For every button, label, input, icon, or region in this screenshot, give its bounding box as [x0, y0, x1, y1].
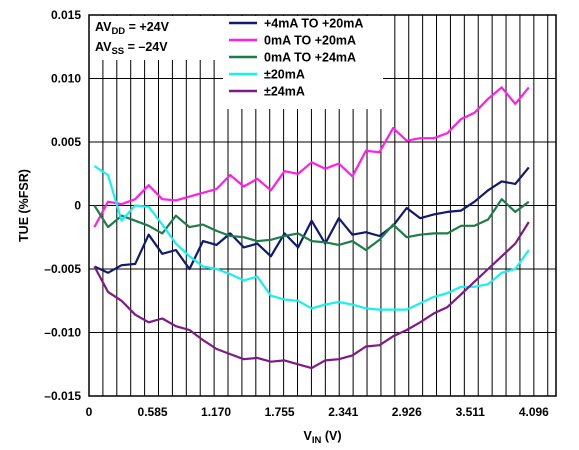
x-tick-label: 1.755: [265, 405, 295, 419]
legend-label-2: 0mA TO +24mA: [264, 51, 356, 65]
x-tick-label: 3.511: [456, 405, 486, 419]
x-tick-label: 0.585: [138, 405, 168, 419]
legend: +4mA TO +20mA 0mA TO +20mA 0mA TO +24mA ±20…: [223, 16, 383, 109]
y-tick-label: –0.005: [44, 262, 81, 276]
series-line-0: [93, 166, 530, 274]
y-tick-label: 0.015: [51, 8, 81, 22]
y-tick-labels: 0.015 0.010 0.005 0 –0.005 –0.010 –0.015: [44, 8, 81, 403]
series-lines: [93, 86, 530, 370]
annotation-text: AVDD = +24V: [95, 20, 170, 37]
y-tick-label: 0: [74, 199, 81, 213]
legend-background: [223, 16, 383, 109]
plot-frame: [88, 14, 557, 397]
x-tick-label: 2.341: [328, 405, 358, 419]
x-axis-title-main: V: [304, 429, 313, 443]
series-line-1: [93, 86, 530, 228]
annotations: AVDD = +24V AVSS = –24V: [90, 16, 218, 60]
x-tick-labels: 0 0.585 1.170 1.755 2.341 2.926 3.511 4.096: [86, 405, 550, 419]
y-axis-title: TUE (%FSR): [17, 169, 31, 242]
x-axis-title-sub: IN: [312, 435, 322, 446]
y-tick-label: –0.015: [44, 389, 81, 403]
legend-label-4: ±24mA: [264, 85, 305, 99]
series-line-3: [93, 165, 530, 311]
x-axis-title-unit: (V): [321, 429, 341, 443]
x-tick-label: 2.926: [392, 405, 422, 419]
x-tick-label: 1.170: [201, 405, 231, 419]
series-line-4: [93, 221, 530, 370]
x-axis-title: VIN (V): [304, 429, 342, 446]
series-line-2: [93, 198, 530, 252]
y-tick-label: 0.010: [51, 72, 81, 86]
x-tick-label: 0: [86, 405, 93, 419]
y-tick-label: –0.010: [44, 326, 81, 340]
annotation-background: [90, 16, 218, 60]
legend-label-0: +4mA TO +20mA: [264, 17, 363, 31]
legend-label-1: 0mA TO +20mA: [264, 34, 356, 48]
x-tick-label: 4.096: [519, 405, 549, 419]
legend-label-3: ±20mA: [264, 68, 305, 82]
annotation-text: AVSS = –24V: [95, 40, 168, 57]
y-tick-label: 0.005: [51, 135, 81, 149]
